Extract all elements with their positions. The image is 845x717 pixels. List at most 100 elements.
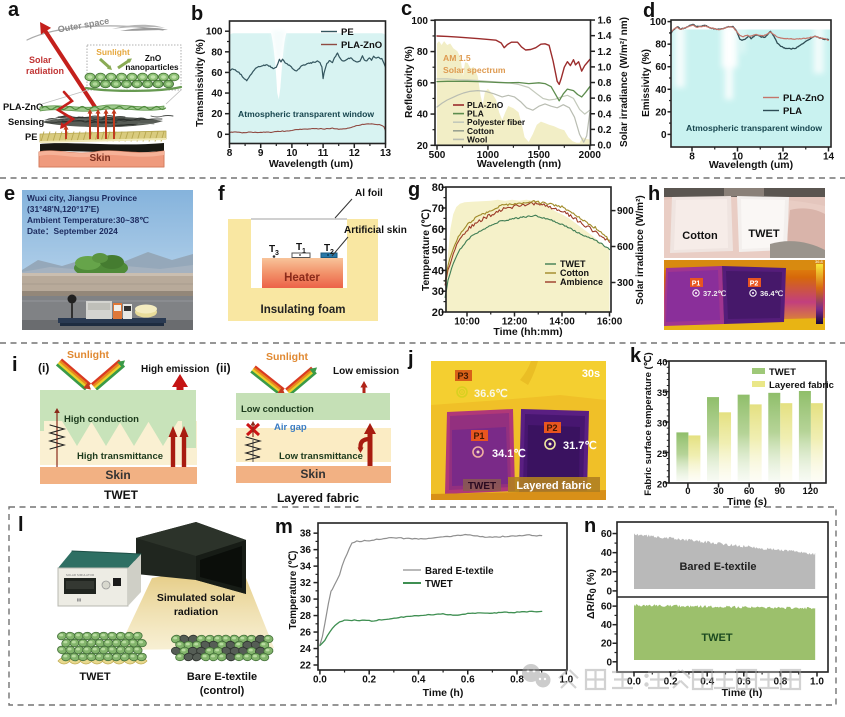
svg-text:20: 20: [417, 141, 429, 152]
svg-text:13: 13: [380, 148, 392, 159]
svg-text:PE: PE: [341, 27, 354, 38]
svg-text:20: 20: [657, 479, 668, 490]
svg-text:24: 24: [300, 644, 312, 655]
svg-text:(ii): (ii): [216, 361, 231, 375]
svg-text:120: 120: [802, 486, 818, 497]
svg-text:36.8: 36.8: [815, 259, 824, 264]
svg-text:m: m: [275, 516, 293, 538]
svg-text:g: g: [408, 179, 420, 201]
svg-text:37.2℃: 37.2℃: [703, 289, 727, 298]
svg-text:Sunlight: Sunlight: [67, 349, 109, 361]
svg-text:Wavelength (um): Wavelength (um): [269, 158, 353, 170]
svg-text:50: 50: [432, 245, 444, 257]
svg-text:40: 40: [211, 89, 223, 100]
svg-text:Solar spectrum: Solar spectrum: [443, 65, 506, 75]
svg-text:Sensing: Sensing: [8, 117, 44, 127]
svg-text:3: 3: [275, 250, 279, 257]
svg-text:Skin: Skin: [105, 468, 130, 482]
svg-text:Layered fabric: Layered fabric: [277, 491, 359, 505]
svg-text:12: 12: [777, 152, 789, 163]
svg-text:TWET: TWET: [748, 228, 779, 240]
svg-text:b: b: [191, 3, 203, 25]
svg-text:Time (h): Time (h): [423, 687, 464, 699]
svg-text:10:00: 10:00: [454, 317, 480, 328]
svg-text:0: 0: [217, 130, 223, 141]
svg-text:600: 600: [617, 242, 634, 253]
svg-text:20: 20: [601, 639, 613, 650]
svg-text:High transmittance: High transmittance: [77, 451, 163, 462]
svg-text:Atmospheric transparent window: Atmospheric transparent window: [238, 109, 374, 119]
svg-text:P2: P2: [546, 423, 557, 433]
svg-text:h: h: [648, 183, 660, 205]
svg-text:0.2: 0.2: [362, 675, 376, 686]
svg-text:Emissivity (%): Emissivity (%): [641, 49, 652, 117]
svg-text:80: 80: [655, 40, 667, 51]
svg-text:▮▮: ▮▮: [77, 597, 81, 602]
svg-text:i: i: [12, 354, 18, 376]
svg-text:34: 34: [300, 562, 312, 573]
svg-text:40: 40: [655, 85, 667, 96]
svg-text:0.0: 0.0: [627, 677, 641, 688]
svg-text:Temperature (℃): Temperature (℃): [421, 209, 432, 291]
svg-text:j: j: [407, 348, 414, 370]
svg-text:1.0: 1.0: [598, 62, 612, 73]
svg-text:PLA: PLA: [783, 106, 802, 117]
svg-text:0: 0: [606, 586, 612, 597]
svg-text:PLA-ZnO: PLA-ZnO: [783, 93, 824, 104]
svg-text:10: 10: [732, 152, 744, 163]
svg-text:60: 60: [601, 602, 613, 613]
svg-text:1.0: 1.0: [559, 675, 573, 686]
svg-text:22: 22: [300, 661, 312, 672]
svg-text:High emission: High emission: [141, 364, 209, 375]
svg-text:20: 20: [432, 307, 444, 319]
svg-text:(i): (i): [38, 361, 49, 375]
svg-text:(31°48'N,120°17'E): (31°48'N,120°17'E): [27, 204, 99, 214]
svg-text:Time (s): Time (s): [727, 496, 767, 508]
svg-text:ZnO: ZnO: [145, 54, 162, 63]
svg-text:Skin: Skin: [300, 467, 325, 481]
svg-text:0.2: 0.2: [598, 125, 612, 136]
svg-text:Low transmittance: Low transmittance: [279, 451, 363, 462]
svg-text:radiation: radiation: [26, 66, 64, 76]
svg-text:Artificial skin: Artificial skin: [344, 225, 407, 236]
svg-text:0.4: 0.4: [412, 675, 426, 686]
svg-text:Wavelength (um): Wavelength (um): [709, 159, 793, 171]
svg-text:60: 60: [655, 62, 667, 73]
svg-text:40: 40: [432, 265, 444, 277]
svg-text:9: 9: [258, 148, 264, 159]
svg-text:P1: P1: [473, 431, 484, 441]
svg-text:TWET: TWET: [104, 488, 139, 502]
svg-text:0.8: 0.8: [598, 78, 612, 89]
svg-text:Reflectivity (%): Reflectivity (%): [404, 46, 415, 118]
svg-text:80: 80: [211, 47, 223, 58]
svg-text:Air gap: Air gap: [274, 422, 307, 433]
svg-text:c: c: [401, 0, 412, 20]
svg-text:PLA-ZnO: PLA-ZnO: [341, 40, 382, 51]
svg-text:T: T: [324, 243, 330, 254]
svg-text:900: 900: [617, 206, 634, 217]
svg-text:TWET: TWET: [560, 259, 586, 269]
svg-text:Sunlight: Sunlight: [96, 47, 130, 57]
svg-text:Al foil: Al foil: [355, 188, 383, 199]
svg-text:32: 32: [300, 578, 312, 589]
svg-text:TWET: TWET: [425, 579, 453, 590]
svg-text:40: 40: [657, 358, 668, 369]
svg-text:Cotton: Cotton: [467, 126, 494, 136]
svg-text:AM 1.5: AM 1.5: [443, 53, 471, 63]
svg-text:8: 8: [227, 148, 233, 159]
svg-text:30: 30: [300, 595, 312, 606]
svg-text:1.4: 1.4: [598, 31, 612, 42]
svg-text:TWET: TWET: [468, 481, 496, 492]
svg-text:ΔR/R0 (%): ΔR/R0 (%): [585, 569, 598, 619]
svg-text:80: 80: [432, 182, 444, 194]
svg-text:30: 30: [713, 486, 724, 497]
svg-text:20: 20: [211, 109, 223, 120]
svg-text:11: 11: [318, 148, 329, 159]
svg-text:Ambience: Ambience: [560, 277, 603, 287]
svg-text:Solar: Solar: [29, 55, 52, 65]
svg-text:36.4℃: 36.4℃: [760, 289, 784, 298]
svg-text:Atmospheric transparent window: Atmospheric transparent window: [686, 123, 822, 133]
svg-text:35: 35: [657, 388, 668, 399]
svg-text:l: l: [18, 514, 24, 536]
svg-text:High conduction: High conduction: [64, 414, 139, 425]
